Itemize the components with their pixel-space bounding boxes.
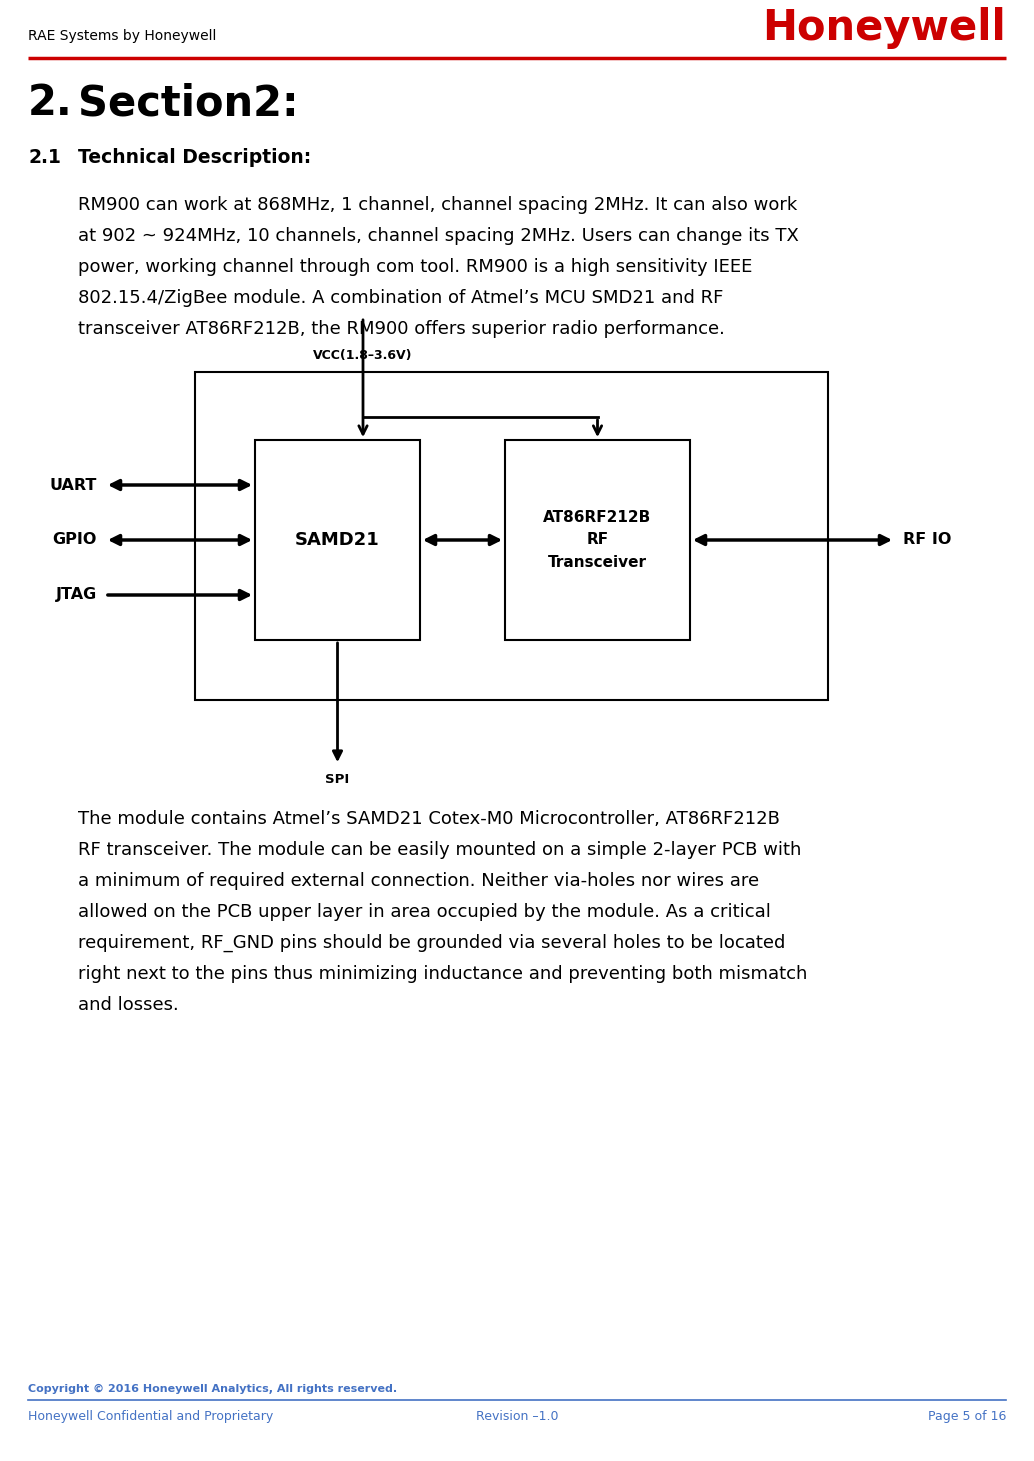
Text: Page 5 of 16: Page 5 of 16 xyxy=(927,1410,1006,1423)
Text: UART: UART xyxy=(50,478,97,492)
Text: SAMD21: SAMD21 xyxy=(295,530,379,549)
Text: at 902 ~ 924MHz, 10 channels, channel spacing 2MHz. Users can change its TX: at 902 ~ 924MHz, 10 channels, channel sp… xyxy=(78,226,799,245)
Text: 2.1: 2.1 xyxy=(28,148,61,167)
Text: RF IO: RF IO xyxy=(903,532,951,548)
Text: RF transceiver. The module can be easily mounted on a simple 2-layer PCB with: RF transceiver. The module can be easily… xyxy=(78,842,801,859)
Text: Honeywell: Honeywell xyxy=(762,7,1006,50)
Text: a minimum of required external connection. Neither via-holes nor wires are: a minimum of required external connectio… xyxy=(78,872,759,890)
Bar xyxy=(505,440,690,640)
Text: Technical Description:: Technical Description: xyxy=(78,148,311,167)
Text: Section2:: Section2: xyxy=(78,82,299,124)
Text: VCC(1.8–3.6V): VCC(1.8–3.6V) xyxy=(313,349,413,362)
Text: JTAG: JTAG xyxy=(56,587,97,602)
Text: Honeywell Confidential and Proprietary: Honeywell Confidential and Proprietary xyxy=(28,1410,273,1423)
Text: Copyright © 2016 Honeywell Analytics, All rights reserved.: Copyright © 2016 Honeywell Analytics, Al… xyxy=(28,1384,397,1394)
Text: SPI: SPI xyxy=(326,773,349,786)
Text: RAE Systems by Honeywell: RAE Systems by Honeywell xyxy=(28,29,216,42)
Bar xyxy=(255,440,420,640)
Text: requirement, RF_GND pins should be grounded via several holes to be located: requirement, RF_GND pins should be groun… xyxy=(78,934,786,953)
Text: The module contains Atmel’s SAMD21 Cotex-M0 Microcontroller, AT86RF212B: The module contains Atmel’s SAMD21 Cotex… xyxy=(78,809,780,828)
Text: and losses.: and losses. xyxy=(78,996,179,1014)
Text: Revision –1.0: Revision –1.0 xyxy=(476,1410,558,1423)
Text: 802.15.4/ZigBee module. A combination of Atmel’s MCU SMD21 and RF: 802.15.4/ZigBee module. A combination of… xyxy=(78,289,724,307)
Text: allowed on the PCB upper layer in area occupied by the module. As a critical: allowed on the PCB upper layer in area o… xyxy=(78,903,771,920)
Text: AT86RF212B
RF
Transceiver: AT86RF212B RF Transceiver xyxy=(544,510,651,570)
Text: right next to the pins thus minimizing inductance and preventing both mismatch: right next to the pins thus minimizing i… xyxy=(78,966,808,983)
Text: power, working channel through com tool. RM900 is a high sensitivity IEEE: power, working channel through com tool.… xyxy=(78,259,753,276)
Text: RM900 can work at 868MHz, 1 channel, channel spacing 2MHz. It can also work: RM900 can work at 868MHz, 1 channel, cha… xyxy=(78,196,797,213)
Text: 2.: 2. xyxy=(28,82,72,124)
Bar xyxy=(195,373,828,700)
Text: transceiver AT86RF212B, the RM900 offers superior radio performance.: transceiver AT86RF212B, the RM900 offers… xyxy=(78,320,725,337)
Text: GPIO: GPIO xyxy=(53,532,97,548)
